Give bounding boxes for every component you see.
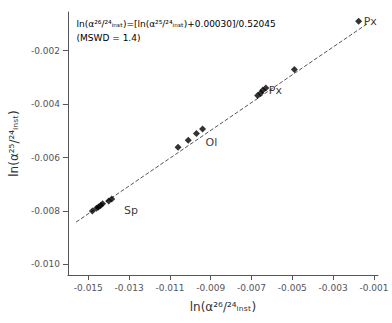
svg-text:-0.015: -0.015	[74, 283, 103, 293]
svg-text:-0.005: -0.005	[278, 283, 307, 293]
svg-text:ln(α²⁵/²⁴ᵢₙₛₜ): ln(α²⁵/²⁴ᵢₙₛₜ)	[7, 110, 21, 176]
svg-text:-0.013: -0.013	[115, 283, 144, 293]
svg-text:-0.001: -0.001	[359, 283, 388, 293]
svg-text:-0.003: -0.003	[319, 283, 348, 293]
svg-text:-0.011: -0.011	[155, 283, 184, 293]
svg-text:Px: Px	[364, 15, 378, 28]
svg-text:-0.007: -0.007	[237, 283, 266, 293]
svg-text:(MSWD = 1.4): (MSWD = 1.4)	[77, 33, 141, 43]
svg-text:-0.002: -0.002	[31, 46, 60, 56]
svg-text:-0.004: -0.004	[31, 99, 60, 109]
svg-text:-0.008: -0.008	[31, 206, 60, 216]
svg-text:Px: Px	[269, 84, 283, 97]
svg-text:Sp: Sp	[124, 204, 138, 217]
svg-text:-0.009: -0.009	[196, 283, 225, 293]
svg-text:-0.006: -0.006	[31, 153, 60, 163]
svg-text:ln(α²⁶/²⁴ᵢₙₛₜ): ln(α²⁶/²⁴ᵢₙₛₜ)	[190, 300, 256, 314]
svg-text:Ol: Ol	[206, 136, 218, 149]
svg-text:ln(α²⁶/²⁴ᵢₙₛₜ)=[ln(α²⁵/²⁴ᵢₙₛₜ): ln(α²⁶/²⁴ᵢₙₛₜ)=[ln(α²⁵/²⁴ᵢₙₛₜ)+0.00030]/…	[77, 19, 276, 29]
svg-text:-0.010: -0.010	[31, 259, 60, 269]
